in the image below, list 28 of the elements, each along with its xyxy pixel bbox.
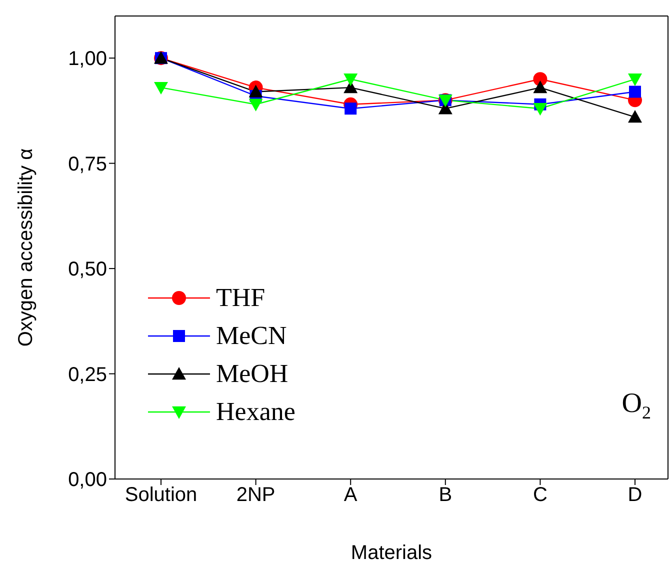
x-tick-label: C: [532, 484, 548, 506]
point: [628, 74, 642, 86]
y-axis-title: Oxygen accessibility α: [15, 148, 38, 347]
y-tick-label: 0,75: [68, 153, 107, 176]
legend-label: MeOH: [216, 359, 288, 389]
x-tick-label: B: [438, 484, 452, 506]
point: [533, 80, 548, 94]
point: [628, 110, 642, 123]
point: [344, 74, 358, 86]
annotation: O$_{2}$: [622, 388, 651, 423]
legend-label: THF: [216, 283, 266, 313]
point: [154, 82, 168, 95]
x-tick-label: A: [344, 484, 358, 506]
x-tick-label: D: [628, 484, 642, 506]
y-tick-label: 0,00: [68, 469, 107, 492]
x-axis-title: Materials: [350, 542, 432, 564]
legend-label: Hexane: [216, 397, 296, 427]
y-tick-label: 0,25: [68, 364, 107, 386]
y-tick-label: 1,00: [68, 48, 107, 70]
point: [533, 103, 548, 116]
point: [248, 84, 263, 98]
point: [344, 102, 357, 115]
y-tick-label: 0,50: [68, 258, 107, 281]
legend-label: MeCN: [216, 321, 287, 351]
point: [248, 98, 263, 112]
point: [629, 86, 641, 98]
x-tick-label: Solution: [124, 484, 198, 506]
x-tick-label: 2NP: [236, 484, 276, 506]
